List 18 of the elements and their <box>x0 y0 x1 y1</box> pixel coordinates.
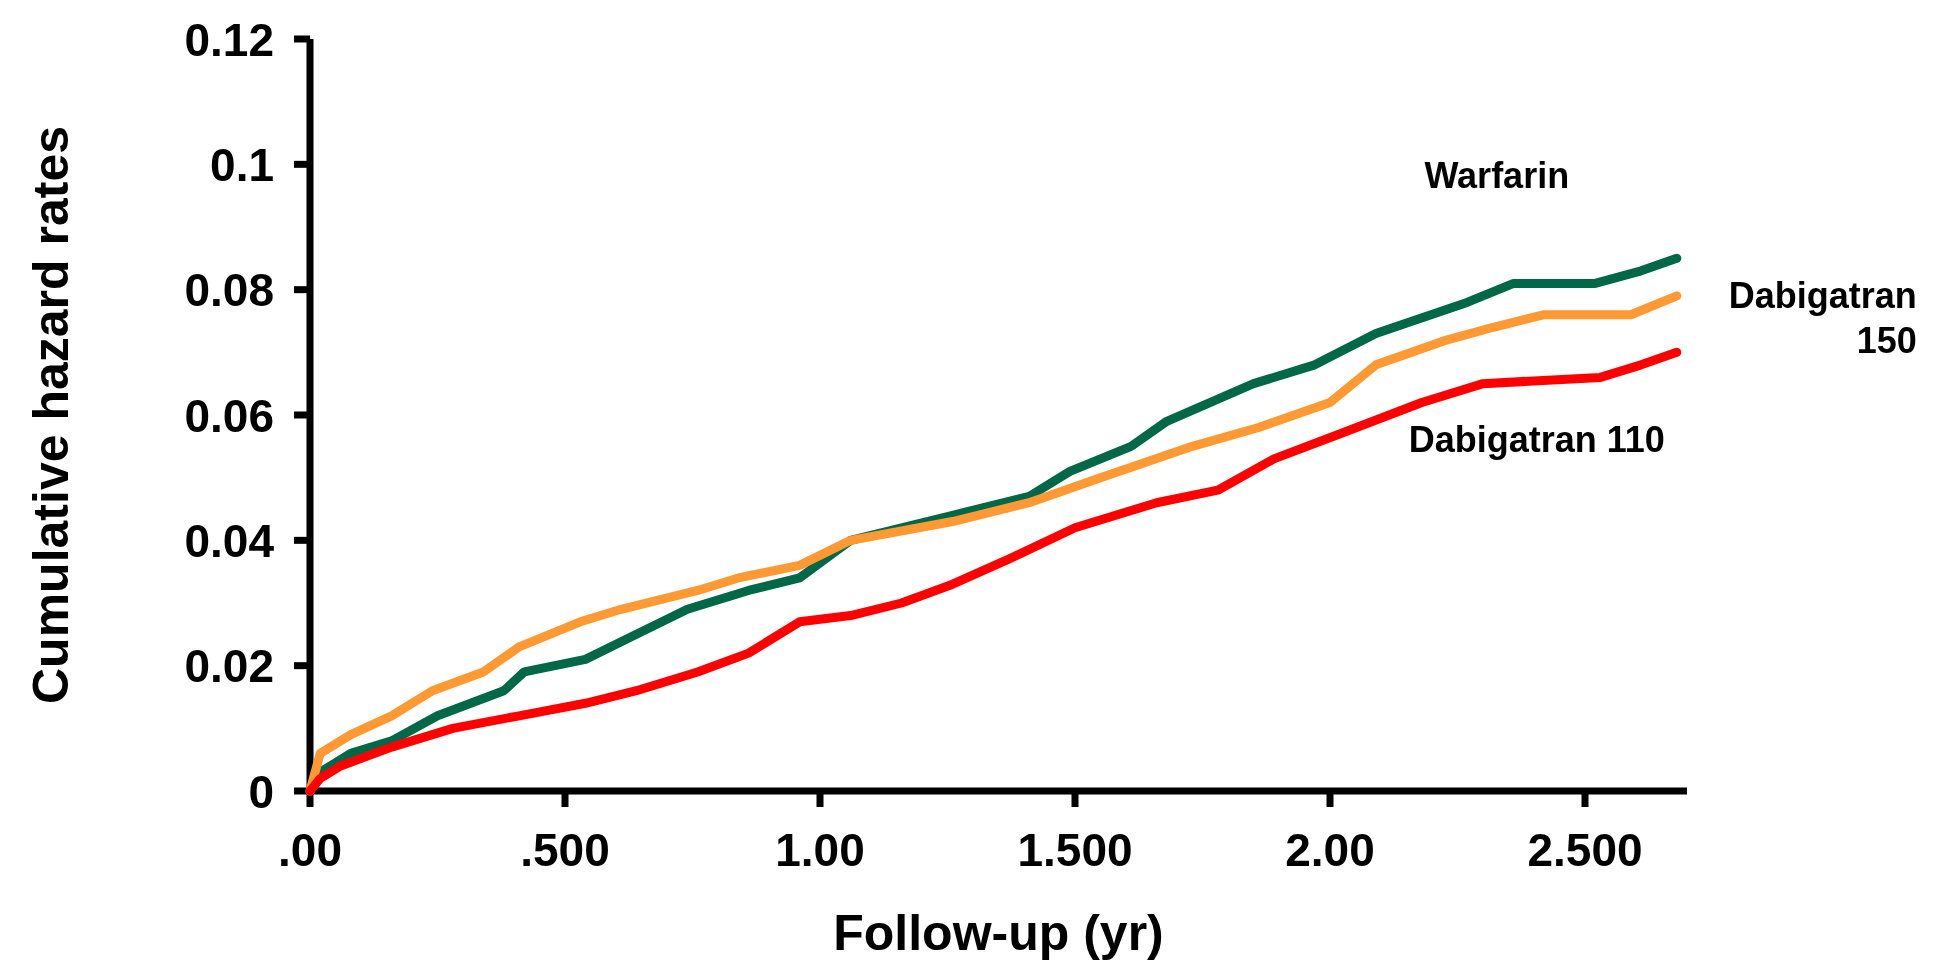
x-tick-label: 1.500 <box>1017 824 1133 876</box>
y-tick-label: 0.04 <box>184 514 275 567</box>
x-axis-title: Follow-up (yr) <box>833 905 1164 961</box>
x-tick-label: 1.00 <box>775 824 865 876</box>
y-tick-label: 0 <box>248 765 274 818</box>
y-tick-label: 0.06 <box>184 389 274 442</box>
x-tick-label: 2.00 <box>1285 824 1375 876</box>
y-axis-title: Cumulative hazard rates <box>23 126 79 704</box>
y-tick-label: 0.12 <box>184 13 274 66</box>
x-tick-label: 2.500 <box>1527 824 1643 876</box>
y-tick-label: 0.02 <box>184 640 274 693</box>
y-tick-label: 0.1 <box>210 138 274 191</box>
text: Warfarin <box>1424 155 1570 197</box>
y-tick-label: 0.08 <box>184 264 274 317</box>
series-label: Dabigatran 150 <box>1728 274 1917 361</box>
series-label: Dabigatran 110 <box>1408 419 1665 461</box>
x-tick-label: .500 <box>520 824 610 876</box>
x-tick-label: .00 <box>278 824 342 876</box>
